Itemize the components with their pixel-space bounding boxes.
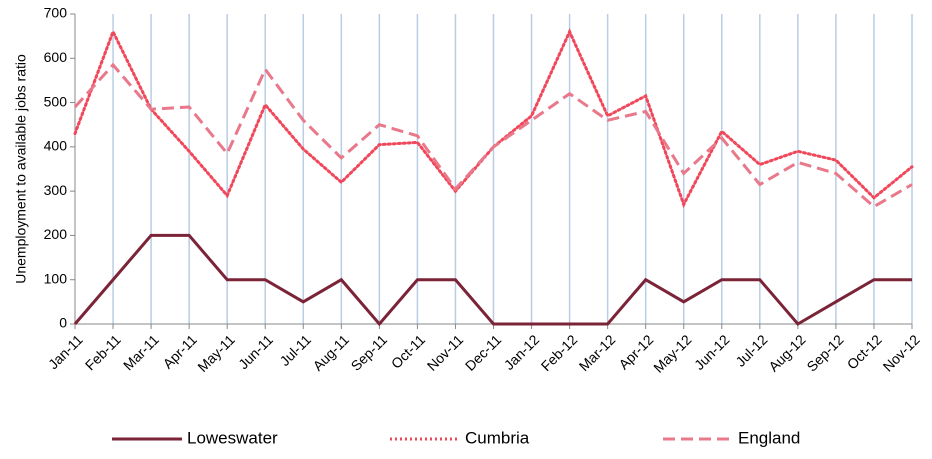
y-tick-label: 0 (59, 315, 67, 331)
x-tick-label: Mar-11 (120, 331, 162, 373)
series-line (73, 233, 912, 327)
y-tick-label: 500 (44, 93, 68, 109)
x-tick-label: Jan-11 (45, 331, 86, 372)
x-tick-label: Apr-11 (160, 331, 200, 371)
x-tick-label: Nov-12 (880, 331, 923, 374)
x-tick-label: May-12 (650, 331, 694, 375)
legend-label: Cumbria (465, 428, 530, 447)
x-tick-label: Nov-11 (424, 331, 467, 374)
x-tick-label: Feb-11 (82, 331, 124, 373)
y-tick-label: 100 (44, 270, 68, 286)
legend-label: England (738, 428, 800, 447)
legend-label: Loweswater (187, 428, 278, 447)
x-tick-label: Sep-11 (348, 331, 391, 374)
y-axis-label: Unemployment to available jobs ratio (13, 54, 29, 284)
y-tick-label: 400 (44, 138, 68, 154)
x-tick-label: Feb-12 (538, 331, 581, 374)
y-tick-label: 200 (44, 226, 68, 242)
series-line (73, 62, 913, 209)
y-tick-label: 300 (44, 182, 68, 198)
x-tick-label: Aug-11 (310, 331, 353, 374)
x-tick-label: Oct-12 (844, 331, 885, 372)
x-tick-label: May-11 (194, 331, 238, 375)
x-tick-label: Jul-11 (276, 331, 314, 369)
x-tick-label: Apr-12 (615, 331, 656, 372)
x-tick-label: Jun-12 (691, 331, 733, 373)
x-tick-label: Oct-11 (388, 331, 428, 371)
x-tick-label: Sep-12 (803, 331, 846, 374)
x-tick-label: Jan-12 (501, 331, 543, 373)
x-tick-label: Jun-11 (235, 331, 276, 372)
y-tick-label: 700 (44, 5, 68, 21)
y-tick-label: 600 (44, 49, 68, 65)
x-tick-label: Dec-11 (462, 331, 505, 374)
x-tick-label: Aug-12 (765, 331, 808, 374)
x-tick-label: Mar-12 (576, 331, 619, 374)
